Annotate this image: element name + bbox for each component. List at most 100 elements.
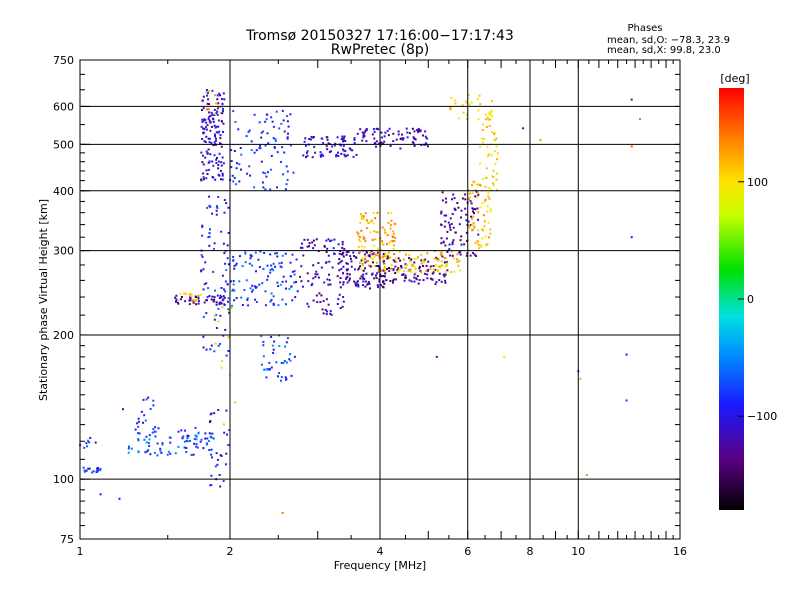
data-point <box>350 265 353 268</box>
data-point <box>234 264 237 267</box>
data-point <box>272 137 275 140</box>
data-point <box>410 267 413 270</box>
data-point <box>440 251 443 254</box>
data-point <box>262 355 265 358</box>
data-point <box>200 270 203 273</box>
data-point <box>404 274 407 277</box>
data-point <box>278 345 281 347</box>
data-point <box>315 294 318 297</box>
data-point <box>260 363 263 366</box>
data-point <box>285 165 288 168</box>
data-point <box>482 214 485 217</box>
data-point <box>339 144 342 147</box>
data-point <box>285 303 287 306</box>
data-point <box>398 268 401 271</box>
data-point <box>286 115 289 118</box>
data-point <box>345 251 348 254</box>
data-point <box>360 275 363 278</box>
data-point <box>489 210 492 213</box>
data-point <box>477 211 480 214</box>
data-point <box>410 280 413 283</box>
y-tick-label: 200 <box>53 329 74 342</box>
data-point <box>246 172 249 175</box>
data-point <box>446 261 448 264</box>
data-point <box>330 239 333 242</box>
data-point <box>485 243 488 246</box>
data-point <box>274 138 277 141</box>
data-point <box>377 142 380 145</box>
data-point <box>489 228 492 231</box>
data-point <box>375 231 377 234</box>
data-point <box>206 437 209 440</box>
data-point <box>218 130 221 133</box>
data-point <box>326 310 328 313</box>
data-point <box>221 178 224 181</box>
data-point <box>417 131 420 134</box>
data-point <box>348 147 351 150</box>
data-point <box>360 229 363 232</box>
data-point <box>337 262 340 265</box>
data-point <box>356 280 359 283</box>
data-point <box>362 276 365 279</box>
data-point <box>491 99 493 102</box>
data-point <box>327 142 330 145</box>
data-point <box>244 261 247 264</box>
data-point <box>482 141 484 144</box>
data-point <box>275 110 278 113</box>
data-point <box>486 210 489 213</box>
data-point <box>221 172 224 175</box>
data-point <box>382 280 385 283</box>
data-point <box>335 153 338 156</box>
data-point <box>484 118 487 121</box>
data-point <box>384 272 387 275</box>
data-point <box>215 162 218 164</box>
data-point <box>260 136 263 139</box>
data-point <box>392 140 395 143</box>
data-point <box>355 281 358 284</box>
data-point <box>204 437 207 440</box>
data-point <box>83 446 86 449</box>
data-point <box>369 287 371 290</box>
data-point <box>213 124 216 127</box>
data-point <box>483 220 486 223</box>
data-point <box>374 274 377 277</box>
data-point <box>212 121 215 123</box>
data-point <box>380 136 383 139</box>
data-point <box>218 174 221 177</box>
data-point <box>203 119 205 122</box>
data-point <box>299 275 302 278</box>
data-point <box>245 279 248 282</box>
data-point <box>217 409 220 411</box>
data-point <box>440 210 443 213</box>
data-point <box>392 248 395 251</box>
data-point <box>233 176 236 179</box>
data-point <box>491 131 494 134</box>
data-point <box>230 160 233 163</box>
data-point <box>413 130 416 133</box>
data-point <box>202 107 205 110</box>
data-point <box>209 420 212 422</box>
data-point <box>404 263 407 266</box>
data-point <box>352 155 355 158</box>
data-point <box>219 343 221 345</box>
data-point <box>362 284 364 287</box>
data-point <box>456 253 459 256</box>
data-point <box>225 354 228 357</box>
data-point <box>269 253 272 256</box>
data-point <box>319 301 322 303</box>
data-point <box>233 289 236 292</box>
data-point <box>295 258 298 261</box>
data-point <box>493 139 496 142</box>
data-point <box>262 267 265 270</box>
data-point <box>371 133 374 136</box>
data-point <box>337 298 340 301</box>
data-point <box>317 276 320 279</box>
data-point <box>272 351 275 354</box>
data-point <box>445 237 448 240</box>
data-point <box>483 225 486 228</box>
data-point <box>154 426 157 429</box>
data-point <box>435 355 438 358</box>
data-point <box>144 419 147 422</box>
data-point <box>382 281 385 284</box>
data-point <box>253 113 256 116</box>
